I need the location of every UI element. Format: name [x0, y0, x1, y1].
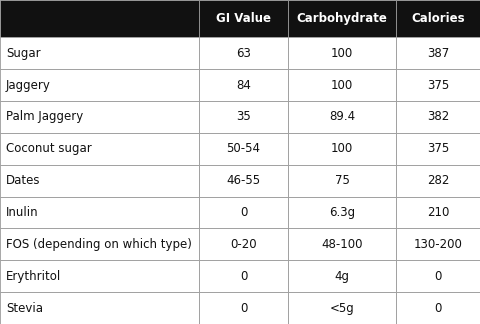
Text: 375: 375	[427, 78, 449, 92]
Bar	[288, 133, 396, 165]
Bar	[396, 165, 480, 197]
Bar	[0, 69, 199, 101]
Text: Erythritol: Erythritol	[6, 270, 61, 283]
Text: Inulin: Inulin	[6, 206, 38, 219]
Text: 130-200: 130-200	[414, 238, 462, 251]
Bar	[396, 260, 480, 292]
Bar	[396, 197, 480, 228]
Bar	[199, 0, 288, 37]
Text: 0: 0	[434, 270, 442, 283]
Text: Palm Jaggery: Palm Jaggery	[6, 110, 83, 123]
Bar	[288, 69, 396, 101]
Text: 0: 0	[434, 302, 442, 315]
Bar	[288, 292, 396, 324]
Text: 100: 100	[331, 47, 353, 60]
Text: 0: 0	[240, 270, 247, 283]
Text: 210: 210	[427, 206, 449, 219]
Text: 282: 282	[427, 174, 449, 187]
Bar	[0, 101, 199, 133]
Bar	[0, 228, 199, 260]
Text: 63: 63	[236, 47, 251, 60]
Bar	[396, 228, 480, 260]
Text: Stevia: Stevia	[6, 302, 43, 315]
Bar	[0, 260, 199, 292]
Bar	[288, 0, 396, 37]
Text: Coconut sugar: Coconut sugar	[6, 142, 92, 155]
Text: 0-20: 0-20	[230, 238, 257, 251]
Bar	[199, 101, 288, 133]
Bar	[0, 133, 199, 165]
Bar	[0, 37, 199, 69]
Bar	[199, 260, 288, 292]
Text: 48-100: 48-100	[321, 238, 363, 251]
Text: 0: 0	[240, 302, 247, 315]
Bar	[288, 165, 396, 197]
Text: Sugar: Sugar	[6, 47, 40, 60]
Text: 100: 100	[331, 78, 353, 92]
Bar	[288, 197, 396, 228]
Bar	[288, 260, 396, 292]
Text: Jaggery: Jaggery	[6, 78, 50, 92]
Bar	[396, 292, 480, 324]
Text: Dates: Dates	[6, 174, 40, 187]
Bar	[199, 69, 288, 101]
Bar	[0, 165, 199, 197]
Bar	[199, 197, 288, 228]
Text: 46-55: 46-55	[227, 174, 261, 187]
Text: 75: 75	[335, 174, 349, 187]
Bar	[199, 292, 288, 324]
Text: 35: 35	[236, 110, 251, 123]
Text: 375: 375	[427, 142, 449, 155]
Bar	[396, 101, 480, 133]
Text: 387: 387	[427, 47, 449, 60]
Text: 100: 100	[331, 142, 353, 155]
Text: 382: 382	[427, 110, 449, 123]
Text: 84: 84	[236, 78, 251, 92]
Bar	[396, 133, 480, 165]
Text: Carbohydrate: Carbohydrate	[297, 12, 387, 25]
Text: 89.4: 89.4	[329, 110, 355, 123]
Bar	[199, 165, 288, 197]
Bar	[0, 0, 199, 37]
Bar	[0, 197, 199, 228]
Bar	[288, 37, 396, 69]
Text: 6.3g: 6.3g	[329, 206, 355, 219]
Bar	[0, 292, 199, 324]
Bar	[288, 101, 396, 133]
Bar	[396, 69, 480, 101]
Bar	[288, 228, 396, 260]
Bar	[396, 0, 480, 37]
Bar	[199, 133, 288, 165]
Bar	[396, 37, 480, 69]
Bar	[199, 37, 288, 69]
Text: 50-54: 50-54	[227, 142, 261, 155]
Text: GI Value: GI Value	[216, 12, 271, 25]
Text: 0: 0	[240, 206, 247, 219]
Text: FOS (depending on which type): FOS (depending on which type)	[6, 238, 192, 251]
Bar	[199, 228, 288, 260]
Text: 4g: 4g	[335, 270, 349, 283]
Text: Calories: Calories	[411, 12, 465, 25]
Text: <5g: <5g	[330, 302, 354, 315]
